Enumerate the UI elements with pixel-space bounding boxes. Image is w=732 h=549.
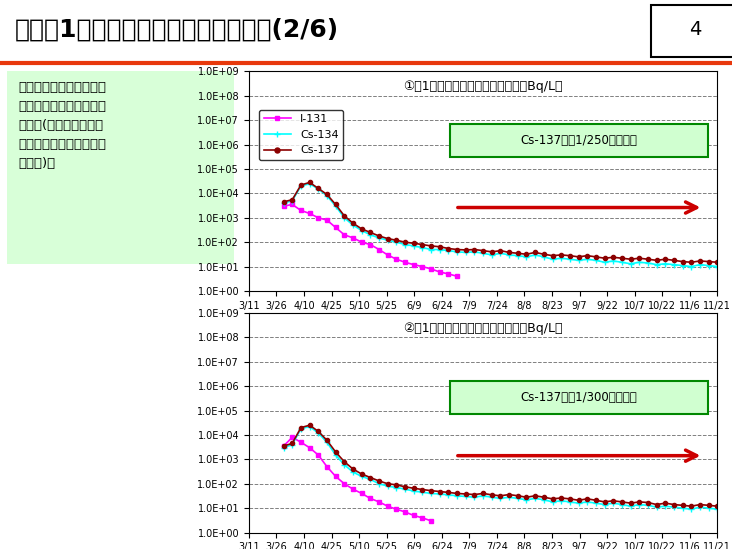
Cs-134	[418, 244, 427, 251]
I-131	[348, 234, 357, 241]
Cs-137	[704, 502, 713, 508]
Cs-137	[305, 422, 314, 429]
Cs-137	[713, 503, 722, 509]
Text: ①　1号機シルトスクリーン内側（Bq/L）: ① 1号機シルトスクリーン内側（Bq/L）	[403, 80, 563, 93]
I-131	[332, 224, 340, 231]
I-131	[314, 215, 323, 221]
I-131	[392, 256, 400, 262]
I-131	[314, 452, 323, 458]
I-131	[279, 203, 288, 209]
Cs-137	[305, 179, 314, 186]
Cs-134	[574, 257, 583, 264]
Cs-134	[384, 483, 392, 489]
I-131	[384, 251, 392, 258]
I-131	[357, 490, 366, 497]
I-131	[409, 512, 418, 519]
Cs-137	[384, 480, 392, 487]
Cs-137	[418, 241, 427, 248]
Cs-134	[427, 246, 436, 253]
Cs-137	[687, 503, 695, 509]
Line: Cs-134: Cs-134	[281, 424, 720, 512]
Cs-134	[600, 501, 609, 508]
Cs-134	[384, 237, 392, 244]
I-131	[288, 201, 296, 208]
I-131	[288, 434, 296, 441]
Cs-134	[600, 259, 609, 266]
FancyBboxPatch shape	[651, 5, 732, 57]
Line: Cs-137: Cs-137	[282, 181, 720, 265]
FancyBboxPatch shape	[3, 68, 239, 267]
I-131	[444, 271, 453, 277]
FancyBboxPatch shape	[450, 381, 708, 414]
I-131	[340, 480, 348, 487]
I-131	[384, 503, 392, 509]
I-131	[409, 261, 418, 268]
I-131	[323, 217, 332, 223]
Text: 4: 4	[690, 20, 701, 39]
Cs-134	[713, 506, 722, 513]
Line: I-131: I-131	[282, 435, 433, 523]
I-131	[418, 514, 427, 521]
Cs-137	[687, 259, 695, 266]
Line: I-131: I-131	[282, 203, 459, 278]
Cs-134	[305, 181, 314, 187]
Text: Cs-137で約1/300まで下降: Cs-137で約1/300まで下降	[520, 391, 638, 404]
I-131	[375, 498, 384, 505]
Cs-137	[418, 486, 427, 493]
Text: ②　1号機シルトスクリーン外側（Bq/L）: ② 1号機シルトスクリーン外側（Bq/L）	[403, 322, 563, 335]
I-131	[436, 268, 444, 275]
I-131	[332, 473, 340, 480]
Cs-134	[305, 423, 314, 430]
I-131	[305, 210, 314, 217]
Cs-137	[600, 255, 609, 261]
Text: Cs-137で約1/250まで下降: Cs-137で約1/250まで下降	[520, 134, 638, 147]
Cs-134	[279, 200, 288, 206]
Line: Cs-134: Cs-134	[281, 181, 720, 270]
I-131	[296, 207, 305, 214]
I-131	[366, 495, 375, 502]
I-131	[452, 273, 461, 279]
Cs-134	[713, 264, 722, 270]
Cs-134	[704, 505, 713, 512]
I-131	[400, 508, 409, 515]
Legend: I-131, Cs-134, Cs-137: I-131, Cs-134, Cs-137	[259, 110, 343, 160]
Cs-134	[687, 264, 695, 270]
I-131	[296, 439, 305, 446]
Cs-137	[384, 236, 392, 242]
Cs-134	[279, 444, 288, 451]
Text: 海水（1号機スクリーン）放射能濃度(2/6): 海水（1号機スクリーン）放射能濃度(2/6)	[15, 18, 339, 42]
I-131	[357, 239, 366, 245]
FancyBboxPatch shape	[450, 124, 708, 157]
Cs-137	[600, 498, 609, 505]
Line: Cs-137: Cs-137	[282, 423, 720, 508]
Cs-137	[704, 258, 713, 265]
I-131	[340, 232, 348, 238]
I-131	[400, 259, 409, 266]
Text: 現時点でセシウム放射能
濃度の有意な変動は見ら
れない(港湾内に閉じ込
められている状態と考え
られる)。: 現時点でセシウム放射能 濃度の有意な変動は見ら れない(港湾内に閉じ込 められて…	[19, 81, 107, 170]
Cs-134	[574, 500, 583, 506]
Cs-137	[279, 199, 288, 205]
Cs-137	[574, 497, 583, 503]
Cs-137	[279, 442, 288, 449]
I-131	[392, 506, 400, 513]
I-131	[418, 264, 427, 270]
I-131	[427, 518, 436, 524]
Cs-134	[427, 490, 436, 497]
I-131	[375, 246, 384, 253]
I-131	[366, 241, 375, 248]
Cs-137	[427, 243, 436, 249]
I-131	[427, 266, 436, 272]
Cs-134	[704, 262, 713, 269]
Cs-134	[418, 489, 427, 496]
Cs-134	[687, 506, 695, 513]
I-131	[348, 486, 357, 492]
I-131	[323, 463, 332, 470]
Cs-137	[427, 488, 436, 494]
Cs-137	[574, 254, 583, 260]
I-131	[279, 442, 288, 449]
Cs-137	[713, 259, 722, 266]
I-131	[305, 444, 314, 451]
